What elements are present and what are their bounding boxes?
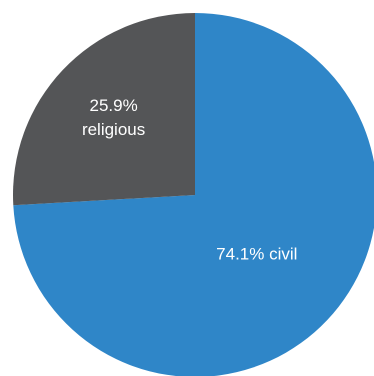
data-label-religious-name: religious — [82, 120, 145, 139]
pie-slice-civil — [13, 13, 374, 376]
pie-slice-religious — [12, 13, 196, 206]
data-label-religious-percent: 25.9% — [89, 96, 137, 115]
data-label-civil: 74.1% civil — [216, 244, 297, 263]
